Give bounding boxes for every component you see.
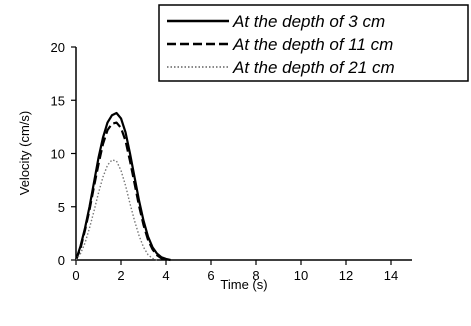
- legend: At the depth of 3 cm At the depth of 11 c…: [158, 4, 469, 82]
- x-tick-label: 4: [162, 268, 169, 283]
- x-tick-label: 10: [294, 268, 308, 283]
- y-tick-label: 20: [51, 40, 65, 55]
- x-tick-label: 6: [207, 268, 214, 283]
- x-tick-label: 8: [252, 268, 259, 283]
- x-tick-label: 12: [339, 268, 353, 283]
- legend-label-2: At the depth of 11 cm: [232, 35, 393, 54]
- x-axis-label: Time (s): [220, 277, 267, 292]
- series-line-2: [74, 121, 167, 262]
- x-tick-label: 2: [117, 268, 124, 283]
- y-tick-label: 15: [51, 93, 65, 108]
- legend-label-1: At the depth of 3 cm: [232, 12, 385, 31]
- x-ticks: 0 2 4 6 8 10 12 14: [72, 260, 398, 283]
- series-lines: [74, 111, 171, 262]
- y-tick-label: 5: [58, 200, 65, 215]
- legend-label-3: At the depth of 21 cm: [232, 58, 395, 77]
- y-tick-label: 10: [51, 147, 65, 162]
- y-axis-label: Velocity (cm/s): [17, 111, 32, 196]
- y-tick-label: 0: [58, 253, 65, 268]
- legend-entries: At the depth of 3 cm At the depth of 11 c…: [167, 12, 395, 77]
- x-tick-label: 14: [384, 268, 398, 283]
- x-tick-label: 0: [72, 268, 79, 283]
- y-ticks: 0 5 10 15 20: [51, 40, 76, 268]
